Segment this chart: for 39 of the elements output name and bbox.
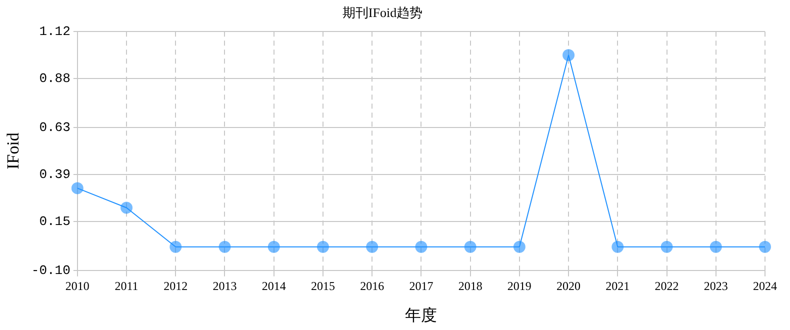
y-tick-label: 1.12 (39, 24, 70, 40)
point (218, 240, 231, 253)
point (759, 240, 771, 253)
x-tick-label: 2010 (65, 278, 90, 293)
point (562, 49, 575, 62)
point (316, 240, 329, 253)
x-tick-label: 2019 (507, 278, 532, 293)
y-tick-label: 0.88 (39, 71, 70, 86)
x-tick-label: 2011 (114, 278, 138, 293)
point (120, 202, 133, 214)
x-tick-label: 2022 (654, 278, 679, 293)
x-tick-label: 2024 (753, 278, 777, 293)
point (513, 240, 526, 253)
point (268, 240, 280, 253)
point (660, 240, 673, 253)
x-tick-label: 2014 (262, 278, 286, 293)
point (710, 240, 722, 253)
point (464, 240, 476, 253)
x-tick-label: 2012 (164, 278, 188, 293)
point (612, 240, 624, 253)
x-tick-label: 2015 (310, 278, 335, 293)
x-tick-label: 2016 (360, 278, 384, 293)
x-tick-label: 2018 (458, 278, 482, 293)
x-axis-title: 年度 (405, 306, 438, 325)
x-tick-label: 2020 (556, 278, 581, 293)
y-tick-label: -0.10 (31, 262, 70, 278)
point (170, 240, 182, 253)
x-tick-label: 2017 (409, 278, 434, 293)
y-tick-label: 0.39 (39, 166, 70, 182)
x-tick-label: 2023 (704, 278, 728, 293)
y-tick-label: 0.15 (39, 214, 70, 229)
point (415, 240, 428, 253)
point (71, 182, 84, 194)
chart-title: 期刊IFoid趋势 (342, 5, 423, 20)
y-tick-label: 0.63 (39, 120, 70, 135)
point (366, 240, 378, 253)
x-tick-label: 2021 (606, 278, 630, 293)
y-axis-title: IFoid (4, 132, 23, 170)
x-tick-label: 2013 (212, 278, 237, 293)
